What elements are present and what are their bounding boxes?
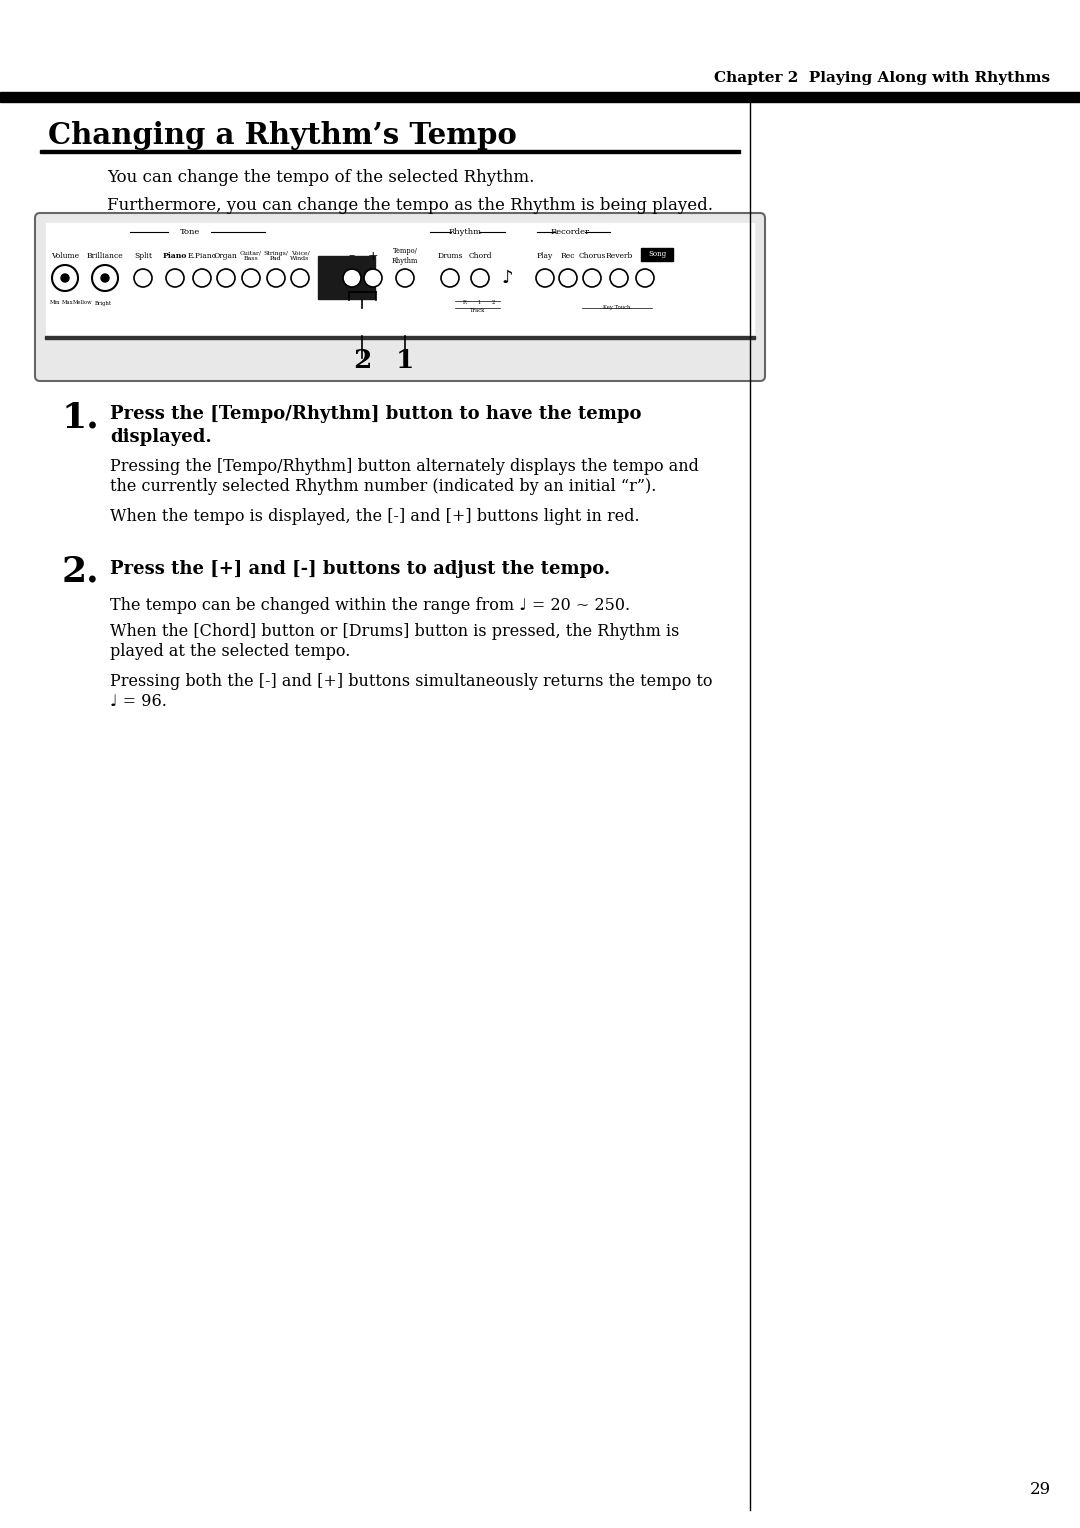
Circle shape	[441, 269, 459, 287]
Text: Press the [+] and [-] buttons to adjust the tempo.: Press the [+] and [-] buttons to adjust …	[110, 559, 610, 578]
Circle shape	[52, 264, 78, 290]
Text: 2.: 2.	[62, 555, 99, 588]
Text: Rec: Rec	[561, 252, 576, 260]
Bar	[642, 248, 673, 261]
FancyBboxPatch shape	[35, 212, 765, 380]
Text: Recorder: Recorder	[551, 228, 590, 235]
Circle shape	[60, 274, 69, 283]
Text: 1: 1	[395, 348, 415, 373]
Text: ♩ = 96.: ♩ = 96.	[110, 694, 167, 711]
Text: Changing a Rhythm’s Tempo: Changing a Rhythm’s Tempo	[48, 121, 516, 150]
Text: Piano: Piano	[163, 252, 187, 260]
Text: Volume: Volume	[51, 252, 79, 260]
Text: Rhythm: Rhythm	[448, 228, 482, 235]
Circle shape	[636, 269, 654, 287]
Bar	[46, 223, 754, 336]
Bar	[40, 150, 740, 153]
Text: Chorus: Chorus	[578, 252, 606, 260]
Text: Chapter 2  Playing Along with Rhythms: Chapter 2 Playing Along with Rhythms	[714, 70, 1050, 86]
Text: Chord: Chord	[469, 252, 491, 260]
Circle shape	[610, 269, 627, 287]
Text: When the [Chord] button or [Drums] button is pressed, the Rhythm is: When the [Chord] button or [Drums] butto…	[110, 623, 679, 640]
Circle shape	[559, 269, 577, 287]
Text: Tone: Tone	[180, 228, 200, 235]
Text: Bright: Bright	[94, 301, 111, 306]
Circle shape	[343, 269, 361, 287]
Text: ♪: ♪	[501, 269, 513, 287]
Text: Organ: Organ	[214, 252, 238, 260]
Circle shape	[267, 269, 285, 287]
Text: 29: 29	[1029, 1482, 1051, 1499]
Text: 1: 1	[477, 301, 481, 306]
Text: Drums: Drums	[437, 252, 462, 260]
Text: Strings/
Pad: Strings/ Pad	[264, 251, 288, 261]
Bar	[0, 92, 1080, 102]
Text: +: +	[367, 249, 378, 263]
Text: Pressing the [Tempo/Rhythm] button alternately displays the tempo and: Pressing the [Tempo/Rhythm] button alter…	[110, 458, 699, 475]
Bar	[45, 336, 755, 339]
Text: Pressing both the [-] and [+] buttons simultaneously returns the tempo to: Pressing both the [-] and [+] buttons si…	[110, 672, 713, 691]
Circle shape	[193, 269, 211, 287]
Text: Max: Max	[63, 301, 73, 306]
Text: Tempo/
Rhythm: Tempo/ Rhythm	[392, 248, 418, 264]
Text: Track: Track	[470, 309, 486, 313]
Text: 1.: 1.	[62, 400, 99, 434]
Circle shape	[92, 264, 118, 290]
Text: R: R	[463, 301, 467, 306]
Text: The tempo can be changed within the range from ♩ = 20 ~ 250.: The tempo can be changed within the rang…	[110, 597, 630, 614]
Text: Song: Song	[648, 251, 666, 258]
Bar	[318, 257, 375, 299]
Text: Furthermore, you can change the tempo as the Rhythm is being played.: Furthermore, you can change the tempo as…	[107, 197, 713, 214]
Text: Reverb: Reverb	[605, 252, 633, 260]
Text: played at the selected tempo.: played at the selected tempo.	[110, 643, 350, 660]
Text: Mellow: Mellow	[73, 301, 93, 306]
Circle shape	[364, 269, 382, 287]
Text: 2: 2	[491, 301, 495, 306]
Circle shape	[134, 269, 152, 287]
Text: 2: 2	[353, 348, 372, 373]
Text: Min: Min	[50, 301, 60, 306]
Text: E.Piano: E.Piano	[187, 252, 217, 260]
Circle shape	[102, 274, 109, 283]
Text: Brilliance: Brilliance	[86, 252, 123, 260]
Circle shape	[471, 269, 489, 287]
Text: –: –	[349, 249, 355, 263]
Circle shape	[242, 269, 260, 287]
Circle shape	[291, 269, 309, 287]
Text: displayed.: displayed.	[110, 428, 212, 446]
Text: Press the [Tempo/Rhythm] button to have the tempo: Press the [Tempo/Rhythm] button to have …	[110, 405, 642, 423]
Text: Voice/
Winds: Voice/ Winds	[291, 251, 310, 261]
Circle shape	[217, 269, 235, 287]
Text: You can change the tempo of the selected Rhythm.: You can change the tempo of the selected…	[107, 170, 535, 186]
Text: Guitar/
Bass: Guitar/ Bass	[240, 251, 262, 261]
Text: Key Touch: Key Touch	[604, 306, 631, 310]
Text: Split: Split	[134, 252, 152, 260]
Circle shape	[536, 269, 554, 287]
Text: When the tempo is displayed, the [-] and [+] buttons light in red.: When the tempo is displayed, the [-] and…	[110, 507, 639, 526]
Circle shape	[166, 269, 184, 287]
Circle shape	[396, 269, 414, 287]
Circle shape	[583, 269, 600, 287]
Text: Play: Play	[537, 252, 553, 260]
Text: the currently selected Rhythm number (indicated by an initial “r”).: the currently selected Rhythm number (in…	[110, 478, 657, 495]
